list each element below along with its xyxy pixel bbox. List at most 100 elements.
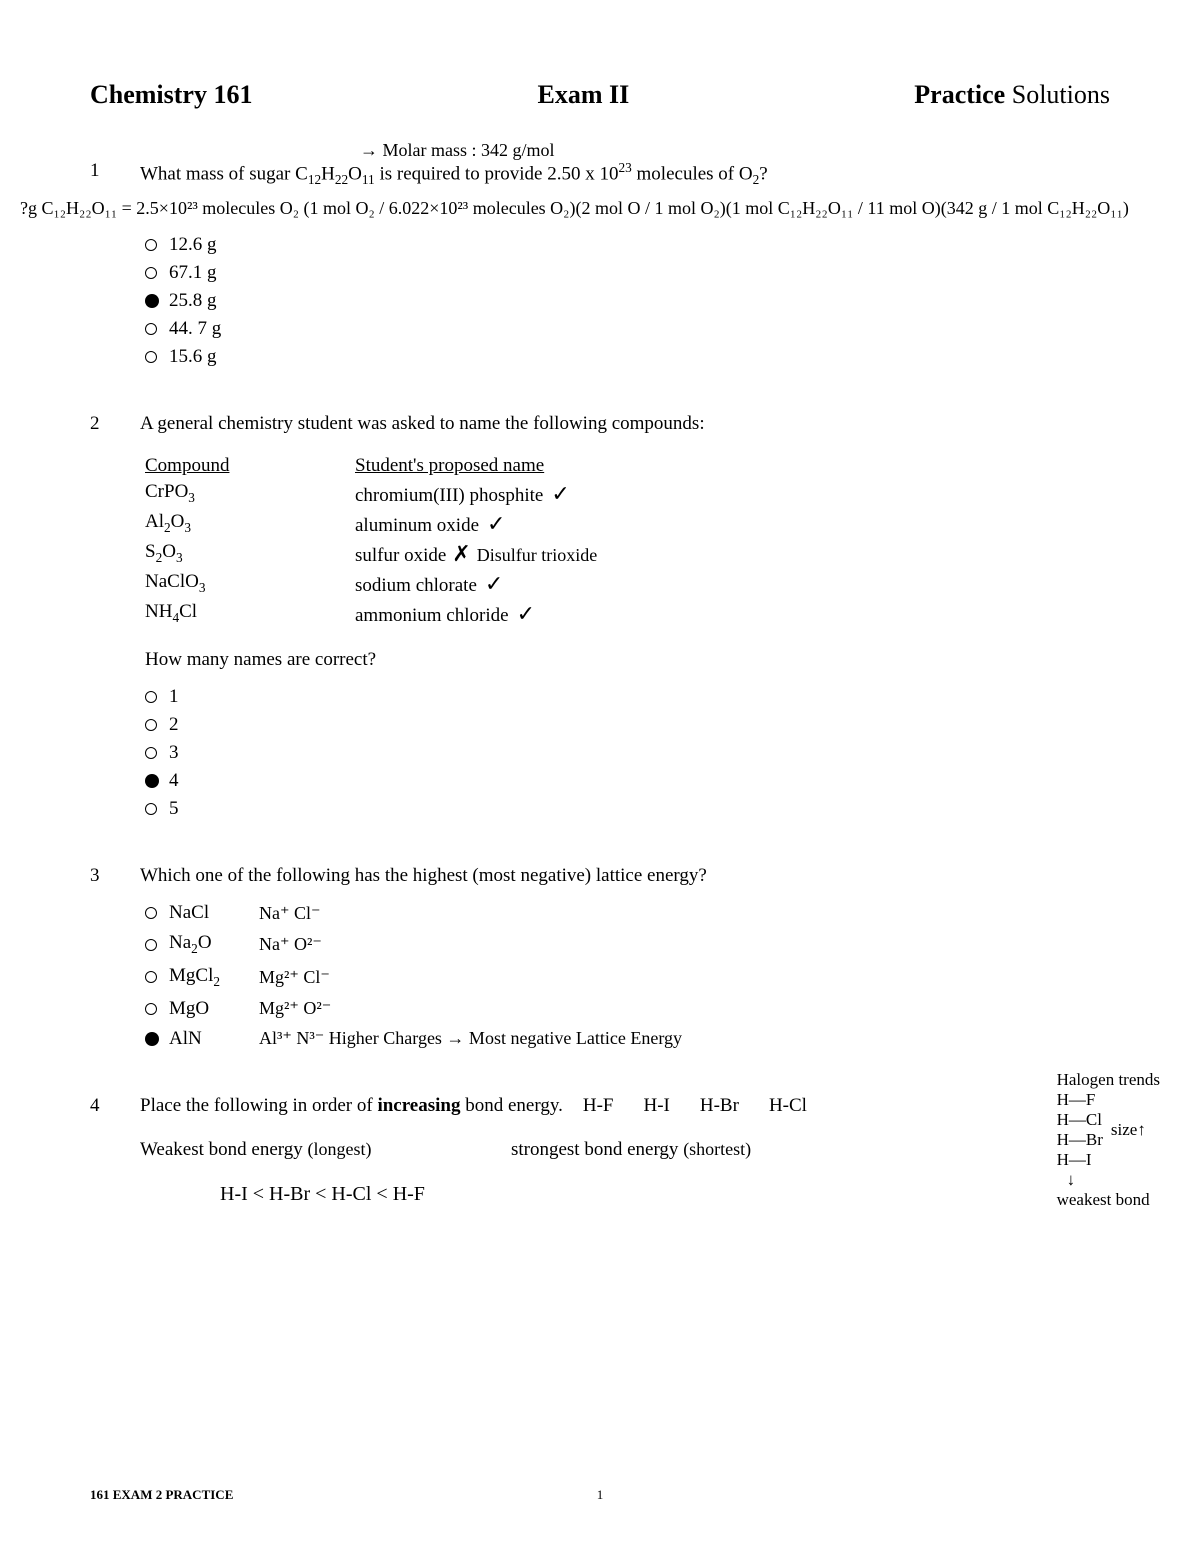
q4-labels: Weakest bond energy (longest) strongest … bbox=[140, 1139, 1110, 1161]
bond-item: H-I bbox=[643, 1095, 669, 1117]
compound-row: S2O3 sulfur oxide✗Disulfur trioxide bbox=[145, 541, 1110, 567]
radio-filled-icon bbox=[145, 774, 159, 788]
radio-open-icon bbox=[145, 939, 157, 951]
option-note: Al³⁺ N³⁻ Higher Charges → Most negative … bbox=[259, 1028, 682, 1049]
q1-handwritten-work: ?g C₁₂H₂₂O₁₁ = 2.5×10²³ molecules O₂ (1 … bbox=[20, 198, 1110, 219]
option-note: Na⁺ Cl⁻ bbox=[259, 903, 321, 924]
check-icon: ✓ bbox=[487, 511, 505, 536]
compound-formula: CrPO3 bbox=[145, 481, 355, 507]
compound-formula: NaClO3 bbox=[145, 571, 355, 597]
check-icon: ✓ bbox=[551, 481, 569, 506]
option-label: 2 bbox=[169, 714, 179, 736]
q4-weakest-label: Weakest bond energy bbox=[140, 1139, 303, 1160]
q1-text-part: ? bbox=[759, 163, 767, 184]
option-label: 4 bbox=[169, 770, 179, 792]
q4-text-part: bond energy. bbox=[460, 1095, 562, 1116]
question-4: 4 Place the following in order of increa… bbox=[90, 1095, 1110, 1206]
option-label: MgCl2 bbox=[169, 965, 259, 990]
table-header-compound: Compound bbox=[145, 455, 355, 477]
halogen-title: Halogen trends bbox=[1057, 1070, 1160, 1090]
q4-body: Place the following in order of increasi… bbox=[140, 1095, 1110, 1206]
q1-number: 1 bbox=[90, 160, 140, 182]
q1-sup: 23 bbox=[618, 160, 631, 175]
q2-option: 4 bbox=[145, 770, 1110, 792]
name-text: sulfur oxide bbox=[355, 545, 446, 566]
q1-option: 12.6 g bbox=[145, 234, 1110, 256]
question-2: 2 A general chemistry student was asked … bbox=[90, 413, 1110, 820]
compound-formula: Al2O3 bbox=[145, 511, 355, 537]
q1-options: 12.6 g 67.1 g 25.8 g 44. 7 g 15.6 g bbox=[90, 234, 1110, 368]
halogen-row: H—Br bbox=[1057, 1130, 1103, 1150]
q3-text: Which one of the following has the highe… bbox=[140, 865, 1110, 887]
radio-open-icon bbox=[145, 907, 157, 919]
option-label: 44. 7 g bbox=[169, 318, 221, 340]
q1-text: What mass of sugar C12H22O11 is required… bbox=[140, 160, 1110, 188]
radio-open-icon bbox=[145, 971, 157, 983]
radio-open-icon bbox=[145, 719, 157, 731]
footer-left: 161 EXAM 2 PRACTICE bbox=[90, 1487, 233, 1503]
question-3: 3 Which one of the following has the hig… bbox=[90, 865, 1110, 1050]
check-icon: ✓ bbox=[517, 601, 535, 626]
q3-options: NaClNa⁺ Cl⁻ Na2ONa⁺ O²⁻ MgCl2Mg²⁺ Cl⁻ Mg… bbox=[90, 902, 1110, 1050]
q1-sub: 12 bbox=[308, 172, 321, 187]
name-text: aluminum oxide bbox=[355, 515, 479, 536]
header-title: Exam II bbox=[538, 80, 630, 110]
q4-strongest-label: strongest bond energy bbox=[511, 1139, 678, 1160]
q1-option: 15.6 g bbox=[145, 346, 1110, 368]
compound-formula: NH4Cl bbox=[145, 601, 355, 627]
check-icon: ✓ bbox=[485, 571, 503, 596]
option-note: Mg²⁺ Cl⁻ bbox=[259, 967, 330, 988]
option-label: 12.6 g bbox=[169, 234, 217, 256]
compound-name: aluminum oxide ✓ bbox=[355, 511, 1110, 537]
radio-open-icon bbox=[145, 323, 157, 335]
radio-open-icon bbox=[145, 351, 157, 363]
compound-name: sulfur oxide✗Disulfur trioxide bbox=[355, 541, 1110, 567]
q2-number: 2 bbox=[90, 413, 140, 435]
q2-option: 5 bbox=[145, 798, 1110, 820]
compound-name: chromium(III) phosphite ✓ bbox=[355, 481, 1110, 507]
q4-bonds-list: H-F H-I H-Br H-Cl bbox=[583, 1095, 807, 1117]
q2-subtext: How many names are correct? bbox=[145, 649, 1110, 671]
halogen-weakest-label: weakest bond bbox=[1057, 1190, 1160, 1210]
q2-option: 2 bbox=[145, 714, 1110, 736]
q1-option: 44. 7 g bbox=[145, 318, 1110, 340]
bond-item: H-Cl bbox=[769, 1095, 807, 1117]
q3-number: 3 bbox=[90, 865, 140, 887]
option-label: AlN bbox=[169, 1028, 259, 1050]
q3-option: Na2ONa⁺ O²⁻ bbox=[145, 932, 1110, 957]
compound-row: CrPO3 chromium(III) phosphite ✓ bbox=[145, 481, 1110, 507]
compound-row: Al2O3 aluminum oxide ✓ bbox=[145, 511, 1110, 537]
halogen-row: H—I bbox=[1057, 1150, 1103, 1170]
q1-sub: 11 bbox=[362, 172, 375, 187]
header-practice: Practice Solutions bbox=[914, 80, 1110, 110]
q4-text-part: Place the following in order of bbox=[140, 1095, 377, 1116]
option-label: 15.6 g bbox=[169, 346, 217, 368]
compound-name: sodium chlorate ✓ bbox=[355, 571, 1110, 597]
option-label: 3 bbox=[169, 742, 179, 764]
header-course: Chemistry 161 bbox=[90, 80, 252, 110]
option-label: MgO bbox=[169, 998, 259, 1020]
header-practice-label: Practice bbox=[914, 80, 1005, 109]
q4-text: Place the following in order of increasi… bbox=[140, 1095, 563, 1117]
radio-filled-icon bbox=[145, 294, 159, 308]
name-text: sodium chlorate bbox=[355, 575, 477, 596]
halogen-row: H—F bbox=[1057, 1090, 1103, 1110]
name-text: chromium(III) phosphite bbox=[355, 485, 543, 506]
radio-open-icon bbox=[145, 803, 157, 815]
option-label: 1 bbox=[169, 686, 179, 708]
bond-item: H-F bbox=[583, 1095, 614, 1117]
q3-option: MgCl2Mg²⁺ Cl⁻ bbox=[145, 965, 1110, 990]
bond-item: H-Br bbox=[700, 1095, 739, 1117]
q2-text: A general chemistry student was asked to… bbox=[140, 413, 1110, 435]
x-icon: ✗ bbox=[452, 541, 470, 566]
q1-text-part: molecules of O bbox=[632, 163, 753, 184]
q2-option: 3 bbox=[145, 742, 1110, 764]
molar-mass-annotation: → Molar mass : 342 g/mol bbox=[360, 140, 555, 161]
radio-open-icon bbox=[145, 1003, 157, 1015]
q1-text-part: is required to provide 2.50 x 10 bbox=[375, 163, 619, 184]
radio-open-icon bbox=[145, 239, 157, 251]
header-solutions-handwritten: Solutions bbox=[1012, 80, 1110, 109]
footer-page-number: 1 bbox=[597, 1487, 604, 1503]
page-header: Chemistry 161 Exam II Practice Solutions bbox=[90, 80, 1110, 110]
option-note: Mg²⁺ O²⁻ bbox=[259, 998, 331, 1019]
